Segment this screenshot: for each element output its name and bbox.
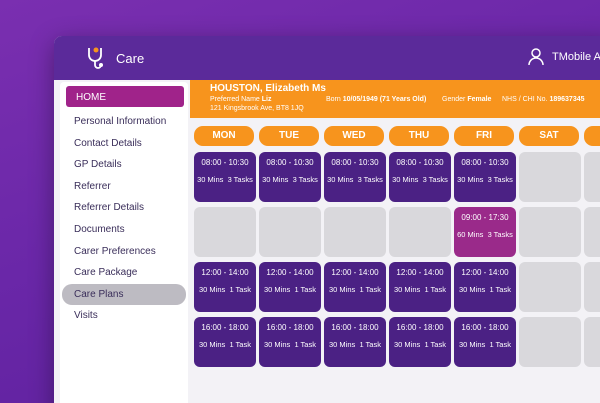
visit-slot[interactable]: 16:00 - 18:00 30 Mins 1 Task <box>324 317 386 367</box>
day-header-mon: MON <box>194 126 254 146</box>
app-window: Care TMobile Adm HOME Personal Informati… <box>54 36 600 403</box>
nhs-value: 189637345 <box>549 96 585 103</box>
stethoscope-icon <box>88 47 103 69</box>
day-header-thu: THU <box>389 126 449 146</box>
sidebar-item-referrer-details[interactable]: Referrer Details <box>74 202 145 214</box>
patient-banner: HOUSTON, Elizabeth Ms Preferred Name Liz… <box>190 80 600 118</box>
empty-slot[interactable] <box>584 262 600 312</box>
gender-value: Female <box>467 96 492 103</box>
visit-slot[interactable]: 08:00 - 10:30 30 Mins 3 Tasks <box>389 152 451 202</box>
visit-slot[interactable]: 12:00 - 14:00 30 Mins 1 Task <box>389 262 451 312</box>
day-header-fri: FRI <box>454 126 514 146</box>
visit-slot[interactable]: 12:00 - 14:00 30 Mins 1 Task <box>454 262 516 312</box>
day-header-tue: TUE <box>259 126 319 146</box>
visit-slot[interactable]: 12:00 - 14:00 30 Mins 1 Task <box>324 262 386 312</box>
visit-slot[interactable]: 12:00 - 14:00 30 Mins 1 Task <box>194 262 256 312</box>
patient-name: HOUSTON, Elizabeth Ms <box>210 83 326 94</box>
sidebar-item-visits[interactable]: Visits <box>74 310 98 322</box>
empty-slot[interactable] <box>389 207 451 257</box>
visit-slot[interactable]: 12:00 - 14:00 30 Mins 1 Task <box>259 262 321 312</box>
nhs-label: NHS / CHI No. <box>502 96 548 103</box>
sidebar-item-care-plans[interactable]: Care Plans <box>62 283 186 306</box>
sidebar-item-referrer[interactable]: Referrer <box>74 180 111 192</box>
empty-slot[interactable] <box>519 207 581 257</box>
gender-label: Gender <box>442 96 466 103</box>
empty-slot[interactable] <box>519 317 581 367</box>
user-name: TMobile Adm <box>552 51 600 63</box>
empty-slot[interactable] <box>584 317 600 367</box>
empty-slot[interactable] <box>519 152 581 202</box>
born-label: Born <box>326 96 341 103</box>
sidebar-item-documents[interactable]: Documents <box>74 223 125 235</box>
visit-slot-highlight[interactable]: 09:00 - 17:30 60 Mins 3 Tasks <box>454 207 516 257</box>
empty-slot[interactable] <box>194 207 256 257</box>
visit-slot[interactable]: 08:00 - 10:30 30 Mins 3 Tasks <box>324 152 386 202</box>
day-header-sat: SAT <box>519 126 579 146</box>
visit-slot[interactable]: 16:00 - 18:00 30 Mins 1 Task <box>454 317 516 367</box>
visit-slot[interactable]: 16:00 - 18:00 30 Mins 1 Task <box>389 317 451 367</box>
day-header-wed: WED <box>324 126 384 146</box>
empty-slot[interactable] <box>324 207 386 257</box>
born-value: 10/05/1949 (71 Years Old) <box>342 96 427 103</box>
day-header-next <box>584 126 600 146</box>
visit-slot[interactable]: 08:00 - 10:30 30 Mins 3 Tasks <box>454 152 516 202</box>
sidebar-item-care-package[interactable]: Care Package <box>74 267 138 279</box>
empty-slot[interactable] <box>584 152 600 202</box>
user-menu[interactable]: TMobile Adm <box>528 48 600 66</box>
visit-slot[interactable]: 08:00 - 10:30 30 Mins 3 Tasks <box>194 152 256 202</box>
preferred-name-label: Preferred Name <box>210 96 260 103</box>
app-name: Care <box>116 50 145 66</box>
patient-details: Preferred Name Liz Born 10/05/1949 (71 Y… <box>210 96 594 103</box>
empty-slot[interactable] <box>259 207 321 257</box>
preferred-name-value: Liz <box>261 96 272 103</box>
sidebar-item-personal-information[interactable]: Personal Information <box>74 116 167 127</box>
visit-slot[interactable]: 16:00 - 18:00 30 Mins 1 Task <box>194 317 256 367</box>
top-bar: Care TMobile Adm <box>54 36 600 80</box>
empty-slot[interactable] <box>519 262 581 312</box>
sidebar-item-carer-preferences[interactable]: Carer Preferences <box>74 245 156 257</box>
sidebar: HOME Personal Information Contact Detail… <box>60 82 188 403</box>
visit-slot[interactable]: 08:00 - 10:30 30 Mins 3 Tasks <box>259 152 321 202</box>
visit-slot[interactable]: 16:00 - 18:00 30 Mins 1 Task <box>259 317 321 367</box>
sidebar-home[interactable]: HOME <box>66 86 184 107</box>
sidebar-item-gp-details[interactable]: GP Details <box>74 159 122 171</box>
user-icon <box>528 48 544 66</box>
patient-address: 121 Kingsbrook Ave, BT8 1JQ <box>210 105 304 112</box>
sidebar-item-contact-details[interactable]: Contact Details <box>74 137 142 149</box>
empty-slot[interactable] <box>584 207 600 257</box>
